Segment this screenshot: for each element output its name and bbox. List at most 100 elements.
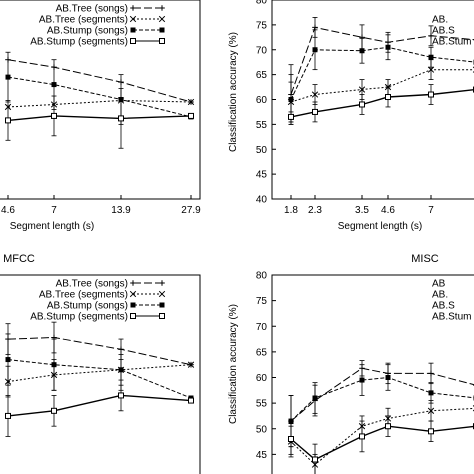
x-tick-label: 4.6: [381, 205, 395, 216]
legend-label: AB.Stum: [432, 312, 471, 323]
legend-label: AB.S: [432, 26, 455, 37]
data-point-b: [187, 98, 195, 106]
x-tick-label: 13.9: [111, 205, 131, 216]
data-point-b: [311, 91, 319, 98]
legend-sample: [130, 5, 165, 11]
y-axis-label: Classification accuracy (%): [228, 304, 239, 424]
data-point: [359, 433, 365, 440]
data-point: [5, 117, 11, 124]
data-point: [118, 367, 124, 373]
data-point: [288, 97, 294, 102]
series-2: [4, 97, 195, 111]
y-tick-label: 75: [256, 296, 268, 307]
y-tick-label: 50: [256, 145, 268, 156]
data-point: [288, 418, 294, 424]
series-line: [7, 364, 192, 383]
series-4: [5, 379, 194, 437]
legend-sample: [130, 280, 165, 286]
x-tick-label: 1.8: [284, 205, 298, 216]
x-tick-label: 7: [51, 205, 57, 216]
data-point: [385, 375, 391, 380]
series-1: [288, 360, 474, 448]
y-axis-label: Classification accuracy (%): [228, 32, 239, 152]
series-line: [7, 59, 192, 103]
series-line: [7, 76, 192, 118]
data-point: [118, 115, 124, 122]
data-point-b: [358, 86, 366, 93]
data-point: [118, 392, 124, 399]
chart-panel-4: [271, 274, 474, 474]
series-line: [7, 359, 192, 399]
y-tick-label: 65: [256, 347, 268, 358]
y-tick-label: 65: [256, 70, 268, 81]
legend-sample: [130, 313, 165, 319]
data-point: [359, 48, 365, 54]
series-line: [7, 99, 192, 108]
legend-marker: [159, 27, 165, 33]
data-point: [312, 108, 318, 115]
x-axis-label: Segment length (s): [10, 221, 95, 232]
data-point: [428, 428, 434, 435]
data-point: [51, 362, 57, 368]
data-point: [359, 101, 365, 108]
y-tick-label: 75: [256, 20, 268, 31]
series-3: [5, 51, 194, 125]
legend-label: AB.Stum: [432, 37, 471, 48]
series-line: [7, 115, 192, 122]
y-tick-label: 60: [256, 373, 268, 384]
legend-marker: [159, 38, 165, 44]
series-4: [5, 88, 194, 149]
data-point: [51, 407, 57, 414]
data-point: [188, 112, 194, 119]
x-axis-label: Segment length (s): [338, 221, 423, 232]
data-point: [5, 412, 11, 419]
series-line: [7, 336, 192, 366]
data-point-b: [427, 407, 435, 414]
legend-label: AB.Stump (songs): [47, 26, 128, 37]
data-point: [5, 74, 11, 80]
legend-sample: [130, 38, 165, 44]
data-point: [312, 47, 318, 53]
series-line: [290, 89, 474, 118]
chart-panel-3: [0, 274, 201, 474]
series-1: [5, 321, 194, 368]
data-point: [385, 423, 391, 430]
series-3: [5, 333, 194, 401]
data-point: [385, 94, 391, 101]
legend-marker-b: [158, 290, 166, 298]
data-point: [359, 377, 365, 383]
data-point: [288, 436, 294, 442]
data-point: [51, 82, 57, 88]
y-tick-label: 60: [256, 95, 268, 106]
legend-marker: [130, 313, 136, 319]
chart-panel-1: [0, 0, 201, 200]
legend-sample: [129, 15, 166, 23]
series-line: [290, 425, 474, 461]
legend-label: AB.S: [432, 301, 455, 312]
data-point: [288, 113, 294, 120]
y-tick-label: 55: [256, 120, 268, 131]
legend-label: AB.: [432, 290, 448, 301]
legend-label: AB.Tree (segments): [39, 15, 128, 26]
y-tick-label: 40: [256, 195, 268, 206]
x-tick-label: 27.9: [181, 205, 201, 216]
y-tick-label: 45: [256, 450, 268, 461]
y-tick-label: 80: [256, 271, 268, 282]
data-point: [188, 397, 194, 404]
legend-label: AB.: [432, 15, 448, 26]
legend-sample: [130, 27, 165, 33]
y-tick-label: 80: [256, 0, 268, 7]
legend-sample: [129, 290, 166, 298]
legend-label: AB: [432, 279, 446, 290]
series-line: [290, 69, 474, 103]
series-line: [290, 407, 474, 466]
data-point: [5, 357, 11, 363]
y-tick-label: 70: [256, 322, 268, 333]
data-point: [312, 456, 318, 463]
legend-marker: [159, 302, 165, 308]
legend-marker-b: [129, 15, 137, 23]
legend-label: AB.Tree (songs): [56, 4, 128, 15]
series-line: [290, 26, 474, 95]
series-2: [4, 354, 195, 398]
